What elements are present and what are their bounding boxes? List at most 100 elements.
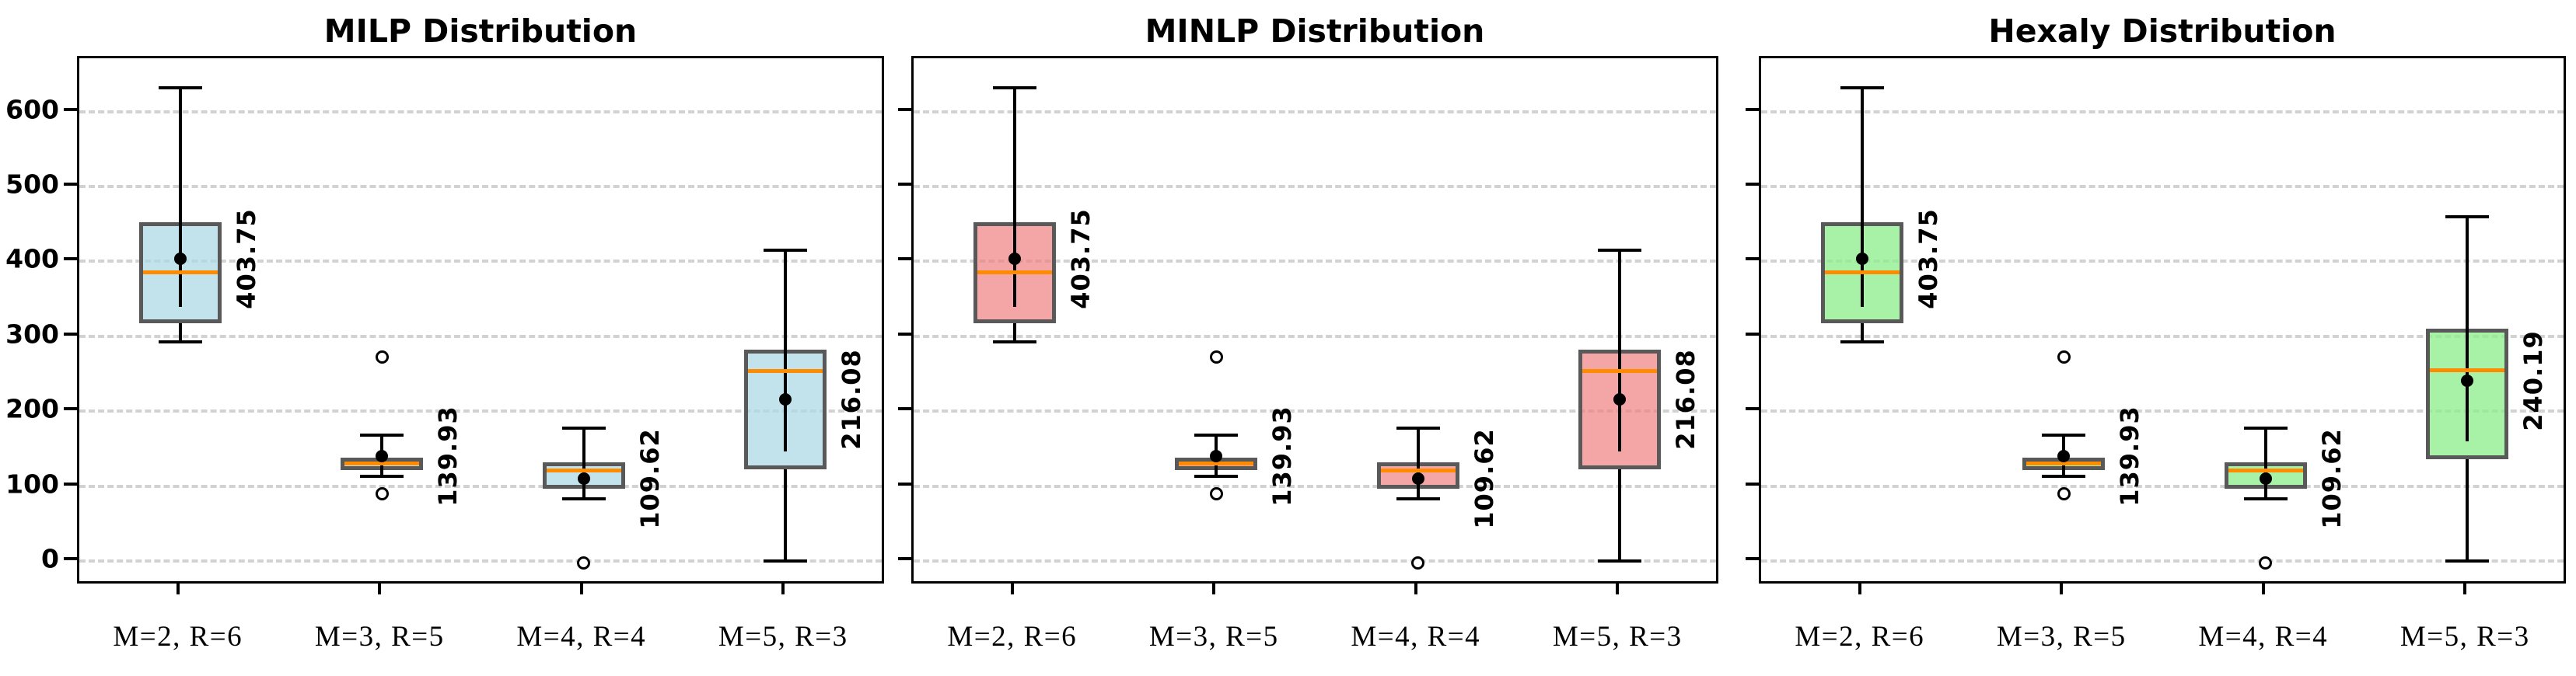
- whisker-cap-high: [764, 248, 808, 252]
- whisker-cap-high: [992, 85, 1036, 89]
- mean-value-label: 240.19: [2518, 330, 2549, 432]
- median-line: [1824, 270, 1900, 275]
- outlier-point: [375, 350, 389, 364]
- whisker-cap-low: [1396, 497, 1440, 500]
- outlier-point: [2259, 556, 2273, 570]
- x-category-label: M=4, R=4: [1351, 621, 1481, 653]
- x-tick-mark: [1414, 584, 1417, 594]
- median-line: [1582, 368, 1658, 373]
- whisker-upper: [784, 249, 788, 350]
- whisker-cap-high: [1598, 248, 1642, 252]
- mean-dot: [2057, 450, 2071, 463]
- gridline: [914, 110, 1716, 113]
- gridline: [914, 334, 1716, 338]
- whisker-upper: [1860, 87, 1864, 223]
- y-tick-mark: [898, 332, 911, 336]
- mean-value-label: 139.93: [433, 406, 463, 507]
- whisker-lower: [784, 469, 788, 561]
- outlier-point: [1209, 350, 1223, 364]
- panel-title: MINLP Distribution: [1145, 12, 1485, 50]
- mean-dot: [577, 472, 590, 486]
- median-line: [1380, 468, 1456, 472]
- whisker-cap-high: [2243, 427, 2288, 430]
- whisker-cap-high: [1194, 434, 1239, 437]
- mean-dot: [1855, 252, 1868, 265]
- y-tick-label: 100: [5, 469, 59, 500]
- whisker-upper: [2466, 216, 2469, 329]
- gridline: [1761, 260, 2564, 263]
- mean-value-label: 109.62: [634, 428, 665, 530]
- x-tick-mark: [781, 584, 785, 594]
- x-category-label: M=3, R=5: [314, 621, 445, 653]
- median-line: [546, 468, 621, 472]
- whisker-cap-low: [360, 475, 404, 479]
- x-category-label: M=5, R=3: [2399, 621, 2530, 653]
- y-tick-label: 0: [41, 543, 59, 574]
- mean-dot: [1411, 472, 1424, 486]
- x-tick-mark: [1010, 584, 1014, 594]
- gridline: [1761, 185, 2564, 188]
- y-tick-mark: [1746, 107, 1759, 111]
- whisker-lower: [1618, 469, 1622, 561]
- mean-dot: [1008, 252, 1021, 265]
- whisker-cap-low: [2243, 497, 2288, 500]
- x-category-label: M=2, R=6: [1795, 621, 1925, 653]
- whisker-cap-high: [360, 434, 404, 437]
- median-line: [344, 462, 420, 466]
- gridline: [1761, 559, 2564, 563]
- mean-value-label: 403.75: [1065, 208, 1096, 309]
- whisker-cap-low: [992, 340, 1036, 343]
- mean-value-label: 216.08: [1671, 348, 1701, 450]
- x-category-label: M=2, R=6: [113, 621, 243, 653]
- whisker-cap-high: [1840, 85, 1884, 89]
- gridline: [914, 484, 1716, 488]
- gridline: [1761, 409, 2564, 413]
- x-tick-mark: [579, 584, 583, 594]
- panel-title: Hexaly Distribution: [1988, 12, 2337, 50]
- plot-panel: 403.75 139.93 109.62 240.19: [1759, 56, 2566, 584]
- median-line: [2228, 468, 2303, 472]
- y-tick-mark: [64, 332, 77, 336]
- mean-value-label: 109.62: [2316, 428, 2347, 530]
- whisker-cap-high: [561, 427, 606, 430]
- outlier-point: [2057, 486, 2071, 500]
- x-tick-mark: [2060, 584, 2064, 594]
- mean-dot: [376, 450, 389, 463]
- outlier-point: [1209, 486, 1223, 500]
- mean-value-label: 139.93: [1267, 406, 1298, 507]
- whisker-cap-high: [2445, 214, 2490, 218]
- y-tick-mark: [898, 407, 911, 411]
- whisker-upper: [1416, 428, 1420, 462]
- y-tick-label: 200: [5, 393, 59, 424]
- whisker-cap-high: [158, 85, 202, 89]
- gridline: [914, 260, 1716, 263]
- mean-value-label: 216.08: [837, 348, 867, 450]
- gridline: [79, 409, 882, 413]
- mean-dot: [779, 392, 792, 406]
- y-tick-mark: [1746, 557, 1759, 560]
- median-line: [1179, 462, 1254, 466]
- median-line: [2026, 462, 2102, 466]
- mean-dot: [2259, 472, 2272, 486]
- whisker-lower: [1012, 323, 1016, 342]
- plot-panel: 403.75 139.93 109.62 216.08: [911, 56, 1718, 584]
- gridline: [79, 185, 882, 188]
- whisker-cap-high: [2042, 434, 2086, 437]
- gridline: [79, 110, 882, 113]
- whisker-upper: [178, 87, 182, 223]
- gridline: [1761, 484, 2564, 488]
- x-tick-mark: [2463, 584, 2467, 594]
- gridline: [79, 260, 882, 263]
- whisker-upper: [1012, 87, 1016, 223]
- x-category-label: M=3, R=5: [1996, 621, 2127, 653]
- x-tick-mark: [176, 584, 180, 594]
- y-tick-mark: [64, 257, 77, 261]
- whisker-cap-low: [1840, 340, 1884, 343]
- x-category-label: M=2, R=6: [947, 621, 1078, 653]
- y-tick-label: 500: [5, 169, 59, 200]
- gridline: [914, 185, 1716, 188]
- y-tick-label: 400: [5, 243, 59, 274]
- plot-panel: 403.75 139.93 109.62 216.08: [77, 56, 884, 584]
- y-tick-mark: [1746, 332, 1759, 336]
- y-tick-mark: [898, 183, 911, 186]
